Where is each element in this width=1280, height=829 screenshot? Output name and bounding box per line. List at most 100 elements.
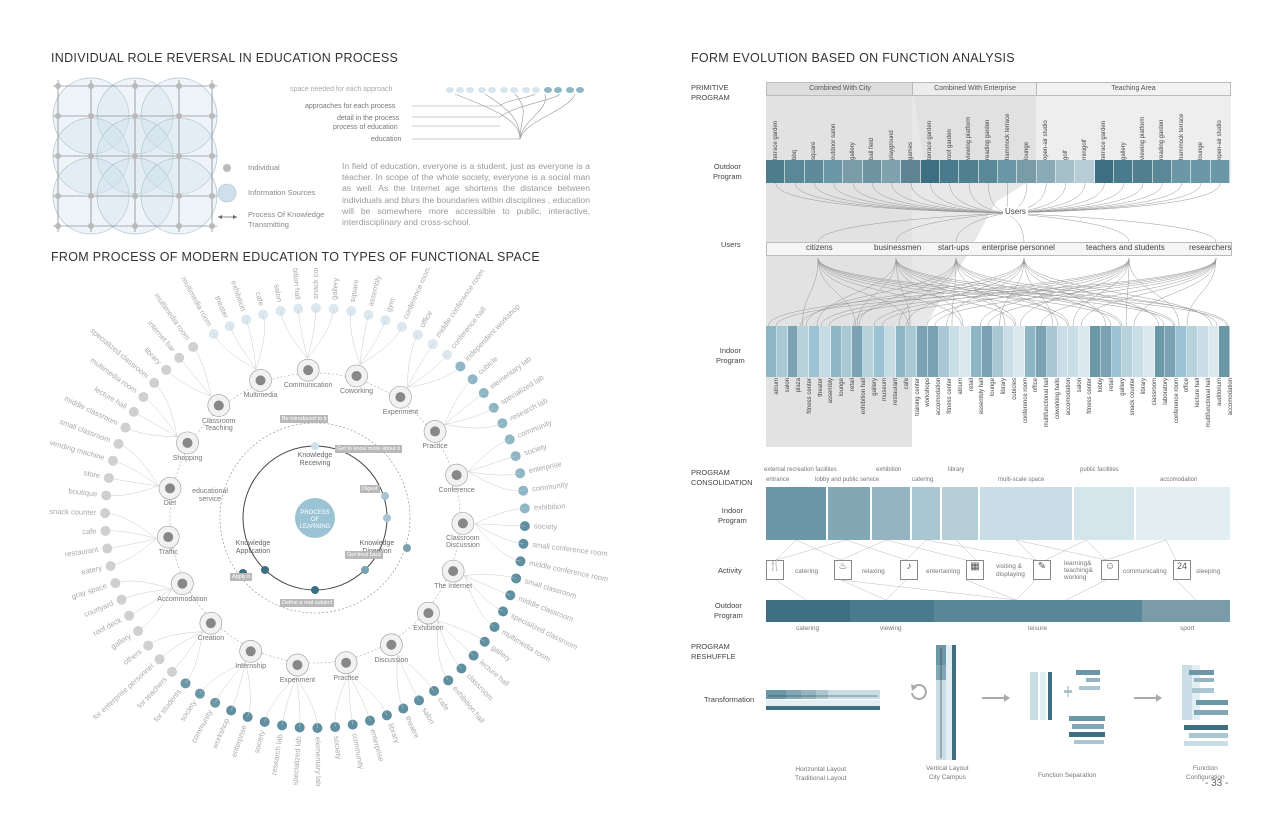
reshuffle-label-1: PROGRAM (691, 642, 730, 651)
center-text-0: PROCESS (300, 510, 329, 516)
outdoor-cell-12 (997, 160, 1018, 183)
node-label-0: Multimedia (243, 392, 278, 400)
communicating-icon: ☺ (1101, 560, 1119, 580)
outdoor-cell-1 (785, 160, 805, 183)
cons-outdoor-label-2: Program (714, 611, 743, 620)
outdoor-cell-13 (1017, 160, 1037, 183)
indoor-cell-17 (949, 326, 961, 377)
outer-dot-21 (510, 451, 521, 462)
indoor-cell-36 (1154, 326, 1166, 377)
title-process-to-space: FROM PROCESS OF MODERN EDUCATION TO TYPE… (51, 250, 540, 264)
cons-outdoor-band (766, 600, 1230, 622)
indoor-cell-37 (1165, 326, 1177, 377)
caption-configuration: Function Configuration (1186, 764, 1225, 782)
node-label-4: Practice (422, 443, 448, 451)
cons-top-library: library (948, 467, 965, 473)
outer-dot-28 (511, 573, 522, 584)
node-label-14: Accommodation (157, 595, 208, 603)
outer-dot-57 (116, 594, 127, 605)
outdoor-item-14: open-air studio (1043, 120, 1050, 160)
node-label-15: Traffic (158, 549, 178, 557)
indoor-item-8: exhibition hall (860, 378, 867, 415)
outer-label-64: store (83, 468, 101, 480)
indoor-item-3: fitness center (806, 378, 813, 414)
indoor-item-41: auditorium (1216, 378, 1223, 407)
activity-row-label: Activity (718, 566, 742, 575)
indoor-item-27: accomodation (1065, 378, 1072, 416)
outdoor-cell-22 (1191, 160, 1211, 183)
outdoor-item-1: bbq (792, 149, 798, 160)
activity-visiting: visiting & displaying (996, 563, 1025, 578)
node-label-7: The Internet (434, 583, 473, 591)
indoor-item-14: workshops (925, 378, 932, 407)
indoor-item-20: lounge (990, 378, 997, 397)
indoor-item-12: cafe (903, 378, 910, 390)
outer-label-63: boutique (68, 486, 98, 498)
indoor-item-29: fitness center (1087, 378, 1094, 414)
indoor-item-0: atrium (774, 378, 781, 395)
indoor-item-34: library (1141, 378, 1148, 395)
indoor-item-5: assembly (828, 378, 835, 404)
outdoor-cell-16 (1075, 160, 1095, 183)
indoor-cell-2 (787, 326, 799, 377)
outdoor-cell-7 (901, 160, 921, 183)
outdoor-label-1: Outdoor (713, 162, 741, 171)
indoor-cell-26 (1046, 326, 1058, 377)
primitive-label-2: PROGRAM (691, 93, 730, 102)
title-role-reversal: INDIVIDUAL ROLE REVERSAL IN EDUCATION PR… (51, 51, 399, 65)
reshuffle-diagrams (766, 645, 1228, 760)
activity-entertaining: entertaining (926, 568, 960, 575)
node-label-1: Communication (283, 382, 333, 390)
caption-configuration-2: Configuration (1186, 774, 1225, 781)
outer-label-5: exhibition hall (290, 268, 303, 300)
outdoor-item-labels: terrace garden bbq square outdoor salon gall… (766, 96, 1230, 160)
ring-tag-5: Apply it (230, 573, 253, 581)
outdoor-item-16: minigolf (1082, 139, 1088, 160)
users-row-label: Users (721, 240, 741, 249)
user-teachers-students: teachers and students (1086, 243, 1165, 252)
indoor-cell-23 (1014, 326, 1026, 377)
outdoor-cell-23 (1210, 160, 1230, 183)
indoor-item-15: accomodation (936, 378, 943, 416)
reshuffle-label: PROGRAM RESHUFFLE (691, 642, 736, 662)
node-label-10: Practice (333, 674, 359, 682)
outdoor-cell-6 (881, 160, 902, 183)
indoor-label-1: Indoor (719, 346, 742, 355)
consolidation-label-1: PROGRAM (691, 468, 730, 477)
outer-label-3: cafe (254, 291, 266, 307)
outdoor-item-6: playground (888, 130, 895, 160)
caption-horizontal-2: Traditional Layout (795, 775, 847, 782)
outdoor-item-11: reading garden (985, 119, 992, 160)
outdoor-item-21: hammock terrace (1178, 113, 1185, 160)
activity-learning: learning& teaching& working (1064, 560, 1093, 581)
indoor-cell-19 (971, 326, 982, 377)
consolidation-label-2: CONSOLIDATION (691, 478, 753, 487)
outdoor-label-2: Program (713, 172, 742, 181)
outdoor-cell-5 (862, 160, 882, 183)
cons-bottom-entrance: entrance (766, 477, 790, 483)
node-label-16: Diet (163, 500, 177, 508)
caption-vertical-1: Vertical Layout (926, 765, 969, 772)
indoor-cell-10 (873, 326, 885, 377)
indoor-item-22: cubicles (1011, 378, 1018, 400)
outdoor-item-22: lounge (1198, 141, 1204, 160)
indoor-item-38: office (1184, 378, 1191, 393)
outer-label-25: society (534, 521, 558, 531)
outdoor-item-2: square (811, 141, 818, 160)
outdoor-cell-17 (1094, 160, 1114, 183)
indoor-item-18: retail (968, 378, 975, 392)
cons-indoor-label-1: Indoor (721, 506, 744, 515)
outdoor-item-15: golf (1062, 150, 1069, 160)
outdoor-cons-sport: sport (1180, 625, 1195, 632)
indoor-cell-20 (981, 326, 993, 377)
outer-label-6: snack counter (311, 268, 320, 299)
activity-links (775, 540, 1197, 600)
outer-dot-66 (113, 438, 124, 449)
inner-label-2: Knowledge Application (235, 540, 271, 555)
outer-dot-65 (107, 455, 118, 466)
indoor-cell-29 (1079, 326, 1090, 377)
reshuffle-label-2: RESHUFFLE (691, 652, 736, 661)
legend-process-2: Transmitting (248, 220, 289, 229)
entertaining-icon: ♪ (900, 560, 918, 580)
